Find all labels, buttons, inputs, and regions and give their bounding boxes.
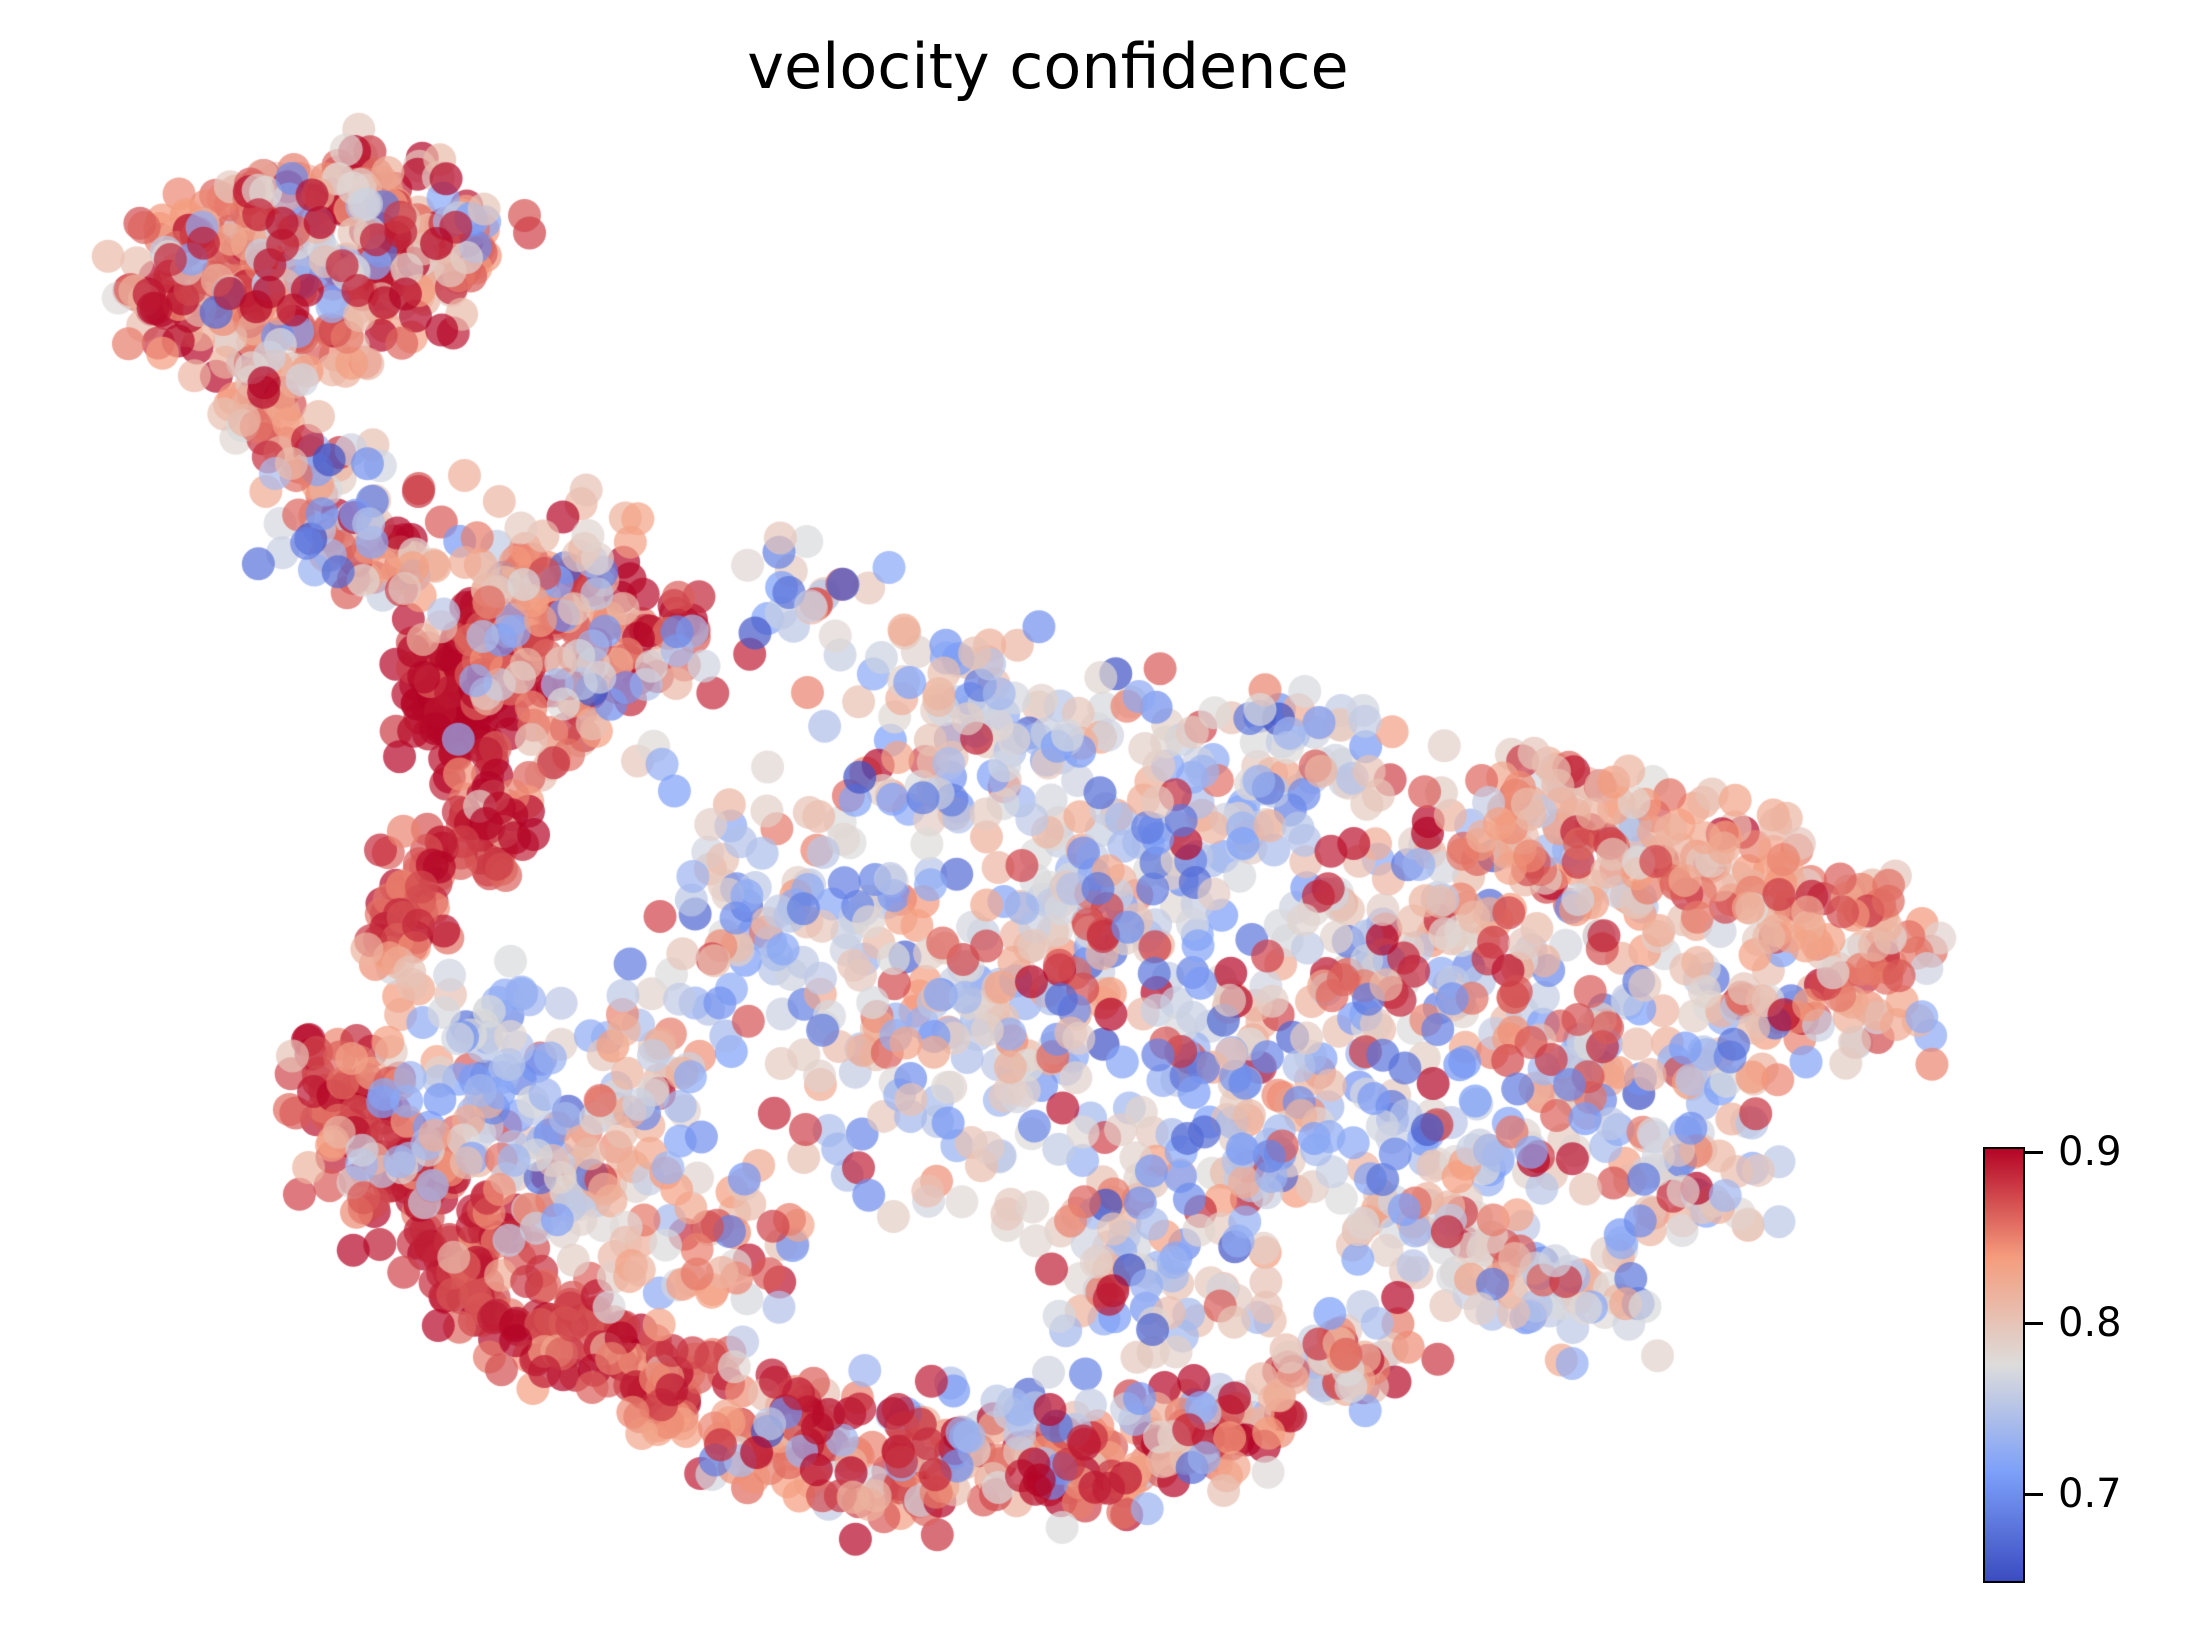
colorbar-tick-label-0.8: 0.8 <box>2058 1300 2122 1347</box>
colorbar-tick-label-0.9: 0.9 <box>2058 1129 2122 1176</box>
colorbar-tick-0.9 <box>2025 1150 2043 1154</box>
plot-title: velocity confidence <box>747 30 1349 103</box>
colorbar-tick-label-0.7: 0.7 <box>2058 1471 2122 1518</box>
colorbar-gradient <box>1985 1149 2023 1581</box>
colorbar <box>1983 1147 2025 1583</box>
colorbar-tick-0.8 <box>2025 1321 2043 1325</box>
colorbar-tick-0.7 <box>2025 1492 2043 1496</box>
